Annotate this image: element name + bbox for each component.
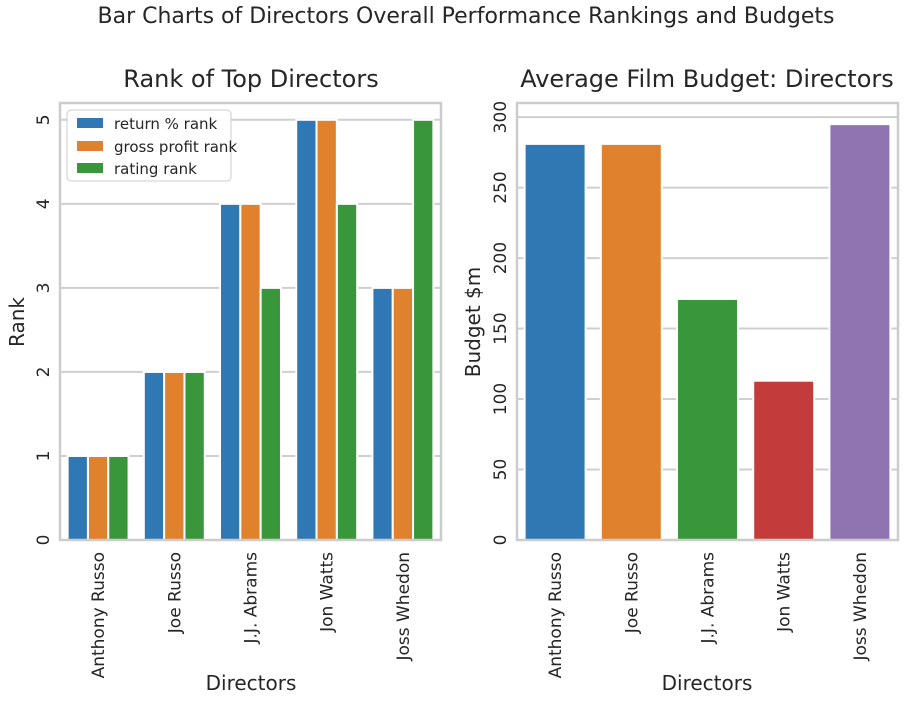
bar-rating-rank-anthony-russo [107, 454, 130, 542]
budget-chart: 0 50 100 150 200 250 300 Anthony Russo Joe Russ… [461, 65, 900, 695]
budget-chart-bars [523, 123, 892, 541]
bar-gross-profit-rank-j-j-abrams [239, 202, 262, 541]
legend-label-gross-profit-rank: gross profit rank [114, 138, 237, 156]
bar-return-rank-anthony-russo [66, 454, 89, 542]
rank-chart-legend: return % rank gross profit rank rating r… [66, 109, 237, 182]
bar-joss-whedon [828, 123, 892, 541]
y-tick-label: 0 [491, 535, 511, 546]
bar-gross-profit-rank-jon-watts [315, 118, 338, 542]
legend-box [66, 109, 232, 182]
y-tick-label: 2 [34, 367, 54, 378]
y-tick-label: 3 [34, 282, 54, 293]
bar-return-rank-j-j-abrams [219, 202, 242, 541]
bar-jon-watts [752, 379, 816, 541]
rank-chart-title: Rank of Top Directors [123, 65, 378, 93]
legend-swatch-rating-rank [77, 163, 103, 173]
bar-j-j-abrams [676, 297, 739, 541]
rank-chart: 0 1 2 3 4 5 Anthony Russo Joe Russo J.J. Abrams… [5, 65, 443, 695]
bar-anthony-russo [523, 142, 587, 541]
rank-chart-xlabel: Directors [206, 671, 297, 695]
x-tick-label: J.J. Abrams [698, 552, 718, 645]
rank-chart-y-ticks: 0 1 2 3 4 5 [34, 114, 54, 545]
bar-rating-rank-j-j-abrams [259, 286, 282, 541]
x-tick-label: Anthony Russo [89, 552, 109, 678]
bar-gross-profit-rank-joss-whedon [391, 286, 415, 541]
legend-label-return-rank: return % rank [114, 115, 218, 133]
budget-chart-frame [515, 101, 900, 542]
rank-chart-x-ticks: Anthony Russo Joe Russo J.J. Abrams Jon Wat… [89, 552, 414, 679]
budget-chart-x-ticks: Anthony Russo Joe Russo J.J. Abrams Jon Wat… [546, 552, 871, 679]
y-tick-label: 4 [34, 198, 54, 209]
y-tick-label: 1 [34, 451, 54, 462]
y-tick-label: 5 [34, 114, 54, 125]
bar-rating-rank-joss-whedon [412, 118, 435, 542]
x-tick-label: Joss Whedon [394, 552, 414, 662]
y-tick-label: 100 [491, 383, 511, 415]
bar-rating-rank-jon-watts [335, 202, 359, 541]
rank-chart-ylabel: Rank [5, 297, 29, 347]
bar-return-rank-joss-whedon [371, 286, 394, 541]
y-tick-label: 200 [491, 242, 511, 274]
legend-swatch-gross-profit-rank [77, 141, 103, 151]
legend-label-rating-rank: rating rank [114, 160, 197, 178]
budget-chart-y-ticks: 0 50 100 150 200 250 300 [491, 101, 511, 546]
rank-chart-bars [66, 118, 435, 542]
bar-return-rank-joe-russo [142, 370, 166, 541]
y-tick-label: 250 [491, 171, 511, 203]
budget-chart-ylabel: Budget $m [461, 267, 485, 378]
bar-gross-profit-rank-anthony-russo [86, 454, 110, 542]
bar-gross-profit-rank-joe-russo [163, 370, 186, 541]
y-tick-label: 300 [491, 101, 511, 133]
x-tick-label: Joe Russo [622, 552, 642, 634]
x-tick-label: Joss Whedon [851, 552, 871, 662]
y-tick-label: 0 [34, 535, 54, 546]
bar-return-rank-jon-watts [295, 118, 318, 542]
bar-rating-rank-joe-russo [183, 370, 206, 541]
budget-chart-xlabel: Directors [662, 671, 753, 695]
x-tick-label: Joe Russo [165, 552, 185, 634]
figure-suptitle: Bar Charts of Directors Overall Performa… [98, 4, 835, 29]
x-tick-label: Jon Watts [318, 552, 338, 633]
y-tick-label: 150 [491, 312, 511, 344]
budget-chart-title: Average Film Budget: Directors [520, 65, 894, 93]
x-tick-label: J.J. Abrams [241, 552, 261, 645]
y-tick-label: 50 [491, 459, 511, 481]
bar-joe-russo [599, 142, 663, 541]
rank-chart-frame [58, 101, 443, 542]
x-tick-label: Jon Watts [775, 552, 795, 633]
x-tick-label: Anthony Russo [546, 552, 566, 678]
legend-swatch-return-rank [77, 118, 103, 128]
